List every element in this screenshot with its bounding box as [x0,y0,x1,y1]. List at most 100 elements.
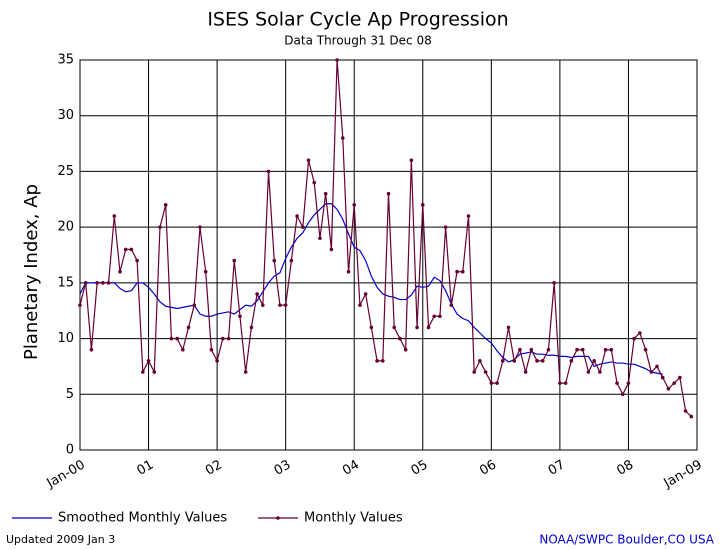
data-point [655,364,659,369]
x-tick-label: Jan-09 [661,458,705,492]
data-point [346,269,351,274]
data-point [466,214,471,218]
data-point [318,236,322,241]
data-point [495,381,499,385]
plot-frame [79,59,698,451]
data-point [232,258,237,263]
x-tick-label: 03 [272,458,294,479]
data-point [392,325,397,330]
data-point [580,347,585,352]
data-point [283,303,288,307]
data-point [683,409,688,413]
data-point [540,359,545,363]
data-point [312,180,317,185]
data-point [198,225,202,229]
data-point [666,386,671,391]
data-point [552,281,556,285]
series-line [79,203,663,375]
data-point [409,158,414,163]
data-point [158,225,162,229]
data-point [575,347,579,352]
data-point [323,191,328,196]
data-point [449,303,454,307]
data-point [649,370,654,374]
x-tick-label: 05 [409,458,431,479]
data-point [289,258,294,263]
data-point [152,370,157,374]
x-tick-label: 01 [134,458,156,479]
data-point [620,392,625,397]
data-point [563,381,568,385]
x-tick-label: 07 [546,458,568,479]
data-point [123,247,128,252]
x-tick-label: 02 [203,458,225,479]
data-point [535,359,539,363]
data-point [546,347,551,352]
x-tick-label: 04 [340,458,362,479]
data-point [272,258,277,263]
data-point [500,359,505,363]
data-point [638,331,642,335]
series-line [79,59,692,418]
data-point [615,381,619,385]
data-point [118,269,122,274]
y-tick-label: 0 [66,443,74,458]
data-point [186,325,191,330]
data-point [181,347,185,352]
data-point [460,269,465,274]
data-point [678,375,682,380]
y-tick-label: 30 [57,108,74,123]
data-point [569,359,574,363]
data-point [295,214,299,218]
data-point [672,381,676,385]
legend-marker [276,516,280,520]
data-point [420,203,425,207]
x-tick-label: Jan-00 [44,458,88,492]
data-point [301,225,305,229]
data-point [518,347,522,352]
data-point [603,347,608,352]
data-point [455,269,459,274]
data-point [489,381,494,385]
data-point [438,314,442,319]
data-point [369,325,374,330]
data-point [249,325,254,330]
data-point [278,303,282,307]
data-point [523,370,528,374]
data-point [209,347,214,352]
y-tick-label: 20 [57,220,74,235]
data-point [592,359,596,363]
data-point [386,191,391,196]
data-point [192,303,197,307]
data-point [626,381,631,385]
data-point [306,158,311,163]
data-point [380,359,385,363]
data-point [221,336,225,341]
y-tick-label: 10 [57,331,74,346]
data-point [101,281,105,285]
data-point [203,269,208,274]
y-tick-label: 25 [57,164,74,179]
data-point [329,247,334,252]
data-point [358,303,362,307]
data-point [415,325,419,330]
data-point [226,336,231,341]
data-point [112,214,117,218]
data-point [432,314,437,319]
data-point [426,325,431,330]
data-point [478,359,482,363]
x-tick-label: 06 [477,458,499,479]
data-point [163,203,168,207]
data-point [586,370,591,374]
y-axis-label: Planetary Index, Ap [21,184,42,360]
data-point [261,303,265,307]
footer-left: Updated 2009 Jan 3 [6,533,115,546]
x-tick-label: 08 [614,458,636,479]
data-point [363,292,368,296]
data-point [375,359,379,363]
data-point [352,203,357,207]
data-point [632,336,636,341]
data-point [129,247,134,252]
data-point [483,370,488,374]
